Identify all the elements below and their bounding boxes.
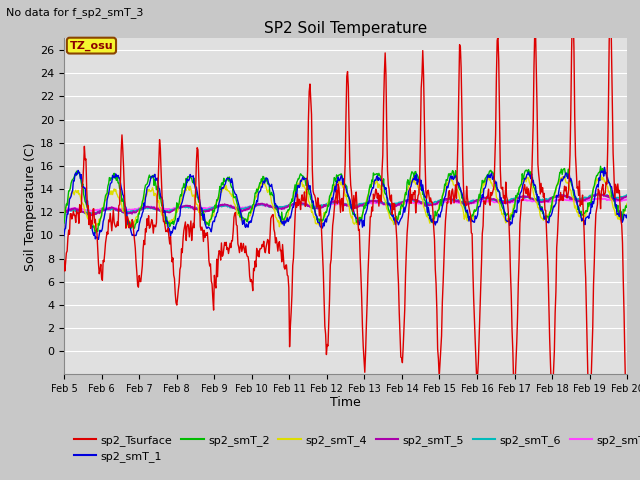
- X-axis label: Time: Time: [330, 396, 361, 408]
- Text: No data for f_sp2_smT_3: No data for f_sp2_smT_3: [6, 7, 144, 18]
- Title: SP2 Soil Temperature: SP2 Soil Temperature: [264, 21, 428, 36]
- Legend: sp2_Tsurface, sp2_smT_1, sp2_smT_2, sp2_smT_4, sp2_smT_5, sp2_smT_6, sp2_smT_7: sp2_Tsurface, sp2_smT_1, sp2_smT_2, sp2_…: [70, 431, 640, 467]
- Text: TZ_osu: TZ_osu: [70, 40, 113, 51]
- Y-axis label: Soil Temperature (C): Soil Temperature (C): [24, 142, 37, 271]
